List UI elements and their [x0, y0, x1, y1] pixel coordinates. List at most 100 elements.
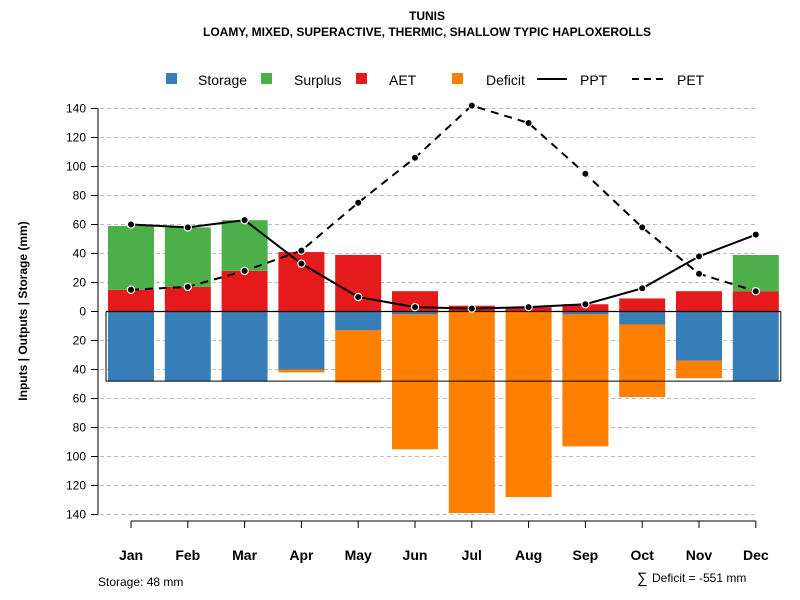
bar-storage-sep	[562, 311, 609, 315]
y-tick-label: 40	[73, 247, 87, 261]
bar-aet-mar	[221, 270, 268, 312]
x-tick-label-nov: Nov	[686, 547, 713, 563]
bar-surplus-jan	[108, 225, 154, 290]
point-pet-nov	[694, 269, 704, 278]
y-tick-label: 80	[73, 421, 87, 435]
x-tick-label-oct: Oct	[631, 547, 655, 563]
bar-deficit-oct	[619, 324, 666, 398]
y-tick-label: 100	[66, 160, 86, 174]
series-lines	[126, 101, 761, 313]
point-pet-oct	[638, 223, 647, 232]
bar-storage-dec	[732, 311, 779, 382]
y-tick-label: 140	[66, 102, 86, 116]
legend: Storage Surplus AET Deficit PPT PET	[166, 72, 705, 88]
y-tick-label: 140	[66, 508, 86, 522]
axes: 140 120 100 80 60 40 20 0 20 40 60 80 100 120 140 Jan Fe…	[66, 102, 769, 564]
point-ppt-may	[354, 292, 363, 302]
legend-label-deficit: Deficit	[486, 72, 525, 88]
point-pet-jan	[126, 285, 136, 294]
bar-storage-apr	[278, 311, 325, 370]
y-tick-label: 20	[73, 276, 87, 290]
x-tick-label-jun: Jun	[403, 547, 428, 563]
bar-storage-nov	[676, 311, 722, 361]
deficit-total-note: Deficit = -551 mm	[652, 571, 746, 585]
legend-swatch-storage	[166, 73, 177, 84]
legend-label-pet: PET	[677, 72, 705, 88]
chart-title: TUNIS	[409, 9, 445, 23]
point-pet-sep	[581, 169, 590, 178]
bar-storage-feb	[164, 311, 211, 382]
bar-storage-mar	[221, 311, 268, 382]
point-ppt-nov	[694, 252, 704, 261]
x-tick-label-dec: Dec	[743, 547, 769, 563]
bar-deficit-sep	[562, 314, 609, 447]
y-axis-label: Inputs | Outputs | Storage (mm)	[16, 221, 30, 400]
legend-swatch-deficit	[452, 73, 463, 84]
x-tick-label-jul: Jul	[462, 547, 482, 563]
bar-storage-may	[335, 311, 382, 331]
bar-deficit-aug	[505, 311, 552, 498]
bar-aet-dec	[732, 291, 779, 312]
bar-surplus-dec	[732, 254, 779, 292]
storage-note: Storage: 48 mm	[98, 575, 183, 589]
point-ppt-mar	[240, 215, 249, 225]
point-pet-jul	[467, 101, 476, 110]
y-tick-label: 80	[73, 189, 87, 203]
bar-aet-jun	[392, 291, 438, 312]
x-tick-label-mar: Mar	[232, 547, 257, 563]
point-ppt-oct	[638, 284, 647, 293]
bar-deficit-nov	[676, 360, 722, 379]
point-pet-dec	[751, 287, 761, 296]
x-tick-label-feb: Feb	[175, 547, 200, 563]
x-tick-label-jan: Jan	[119, 547, 143, 563]
point-pet-mar	[240, 266, 249, 276]
bar-aet-may	[335, 254, 382, 312]
point-ppt-feb	[183, 223, 192, 232]
point-pet-feb	[183, 282, 192, 292]
bar-deficit-jun	[392, 314, 438, 450]
point-ppt-jul	[467, 304, 476, 313]
point-pet-aug	[524, 118, 533, 128]
point-pet-apr	[297, 246, 306, 255]
bars	[105, 220, 782, 514]
bar-storage-jan	[108, 311, 154, 382]
point-ppt-apr	[297, 259, 306, 268]
bar-aet-jan	[108, 289, 154, 312]
point-ppt-jan	[126, 220, 136, 229]
y-tick-label: 20	[73, 334, 87, 348]
bar-deficit-may	[335, 330, 382, 383]
y-tick-label: 120	[66, 131, 86, 145]
x-tick-label-sep: Sep	[573, 547, 599, 563]
legend-label-surplus: Surplus	[294, 72, 341, 88]
legend-label-aet: AET	[389, 72, 417, 88]
legend-swatch-aet	[356, 73, 367, 84]
bar-deficit-apr	[278, 369, 325, 373]
legend-swatch-surplus	[261, 73, 272, 84]
point-ppt-aug	[524, 302, 533, 312]
y-tick-label: 120	[66, 479, 86, 493]
x-tick-label-may: May	[345, 547, 372, 563]
y-tick-label: 40	[73, 363, 87, 377]
line-ppt	[130, 219, 757, 310]
y-tick-label: 60	[73, 392, 87, 406]
point-pet-jun	[410, 153, 420, 162]
x-tick-label-aug: Aug	[515, 547, 542, 563]
point-ppt-jun	[410, 302, 420, 312]
bar-surplus-mar	[221, 220, 268, 271]
point-ppt-sep	[581, 300, 590, 309]
y-tick-label: 60	[73, 218, 87, 232]
y-tick-label: 0	[79, 305, 86, 319]
bar-aet-nov	[676, 291, 722, 312]
deficit-sum-symbol: ∑	[637, 570, 648, 587]
x-tick-label-apr: Apr	[289, 547, 314, 563]
bar-surplus-feb	[164, 227, 211, 287]
y-tick-label: 100	[66, 450, 86, 464]
bar-storage-oct	[619, 311, 666, 325]
point-pet-may	[354, 198, 363, 207]
bar-storage-jun	[392, 311, 438, 315]
chart-subtitle: LOAMY, MIXED, SUPERACTIVE, THERMIC, SHAL…	[203, 25, 651, 39]
point-ppt-dec	[751, 230, 761, 239]
bar-deficit-jul	[448, 311, 495, 514]
bar-aet-oct	[619, 298, 666, 312]
